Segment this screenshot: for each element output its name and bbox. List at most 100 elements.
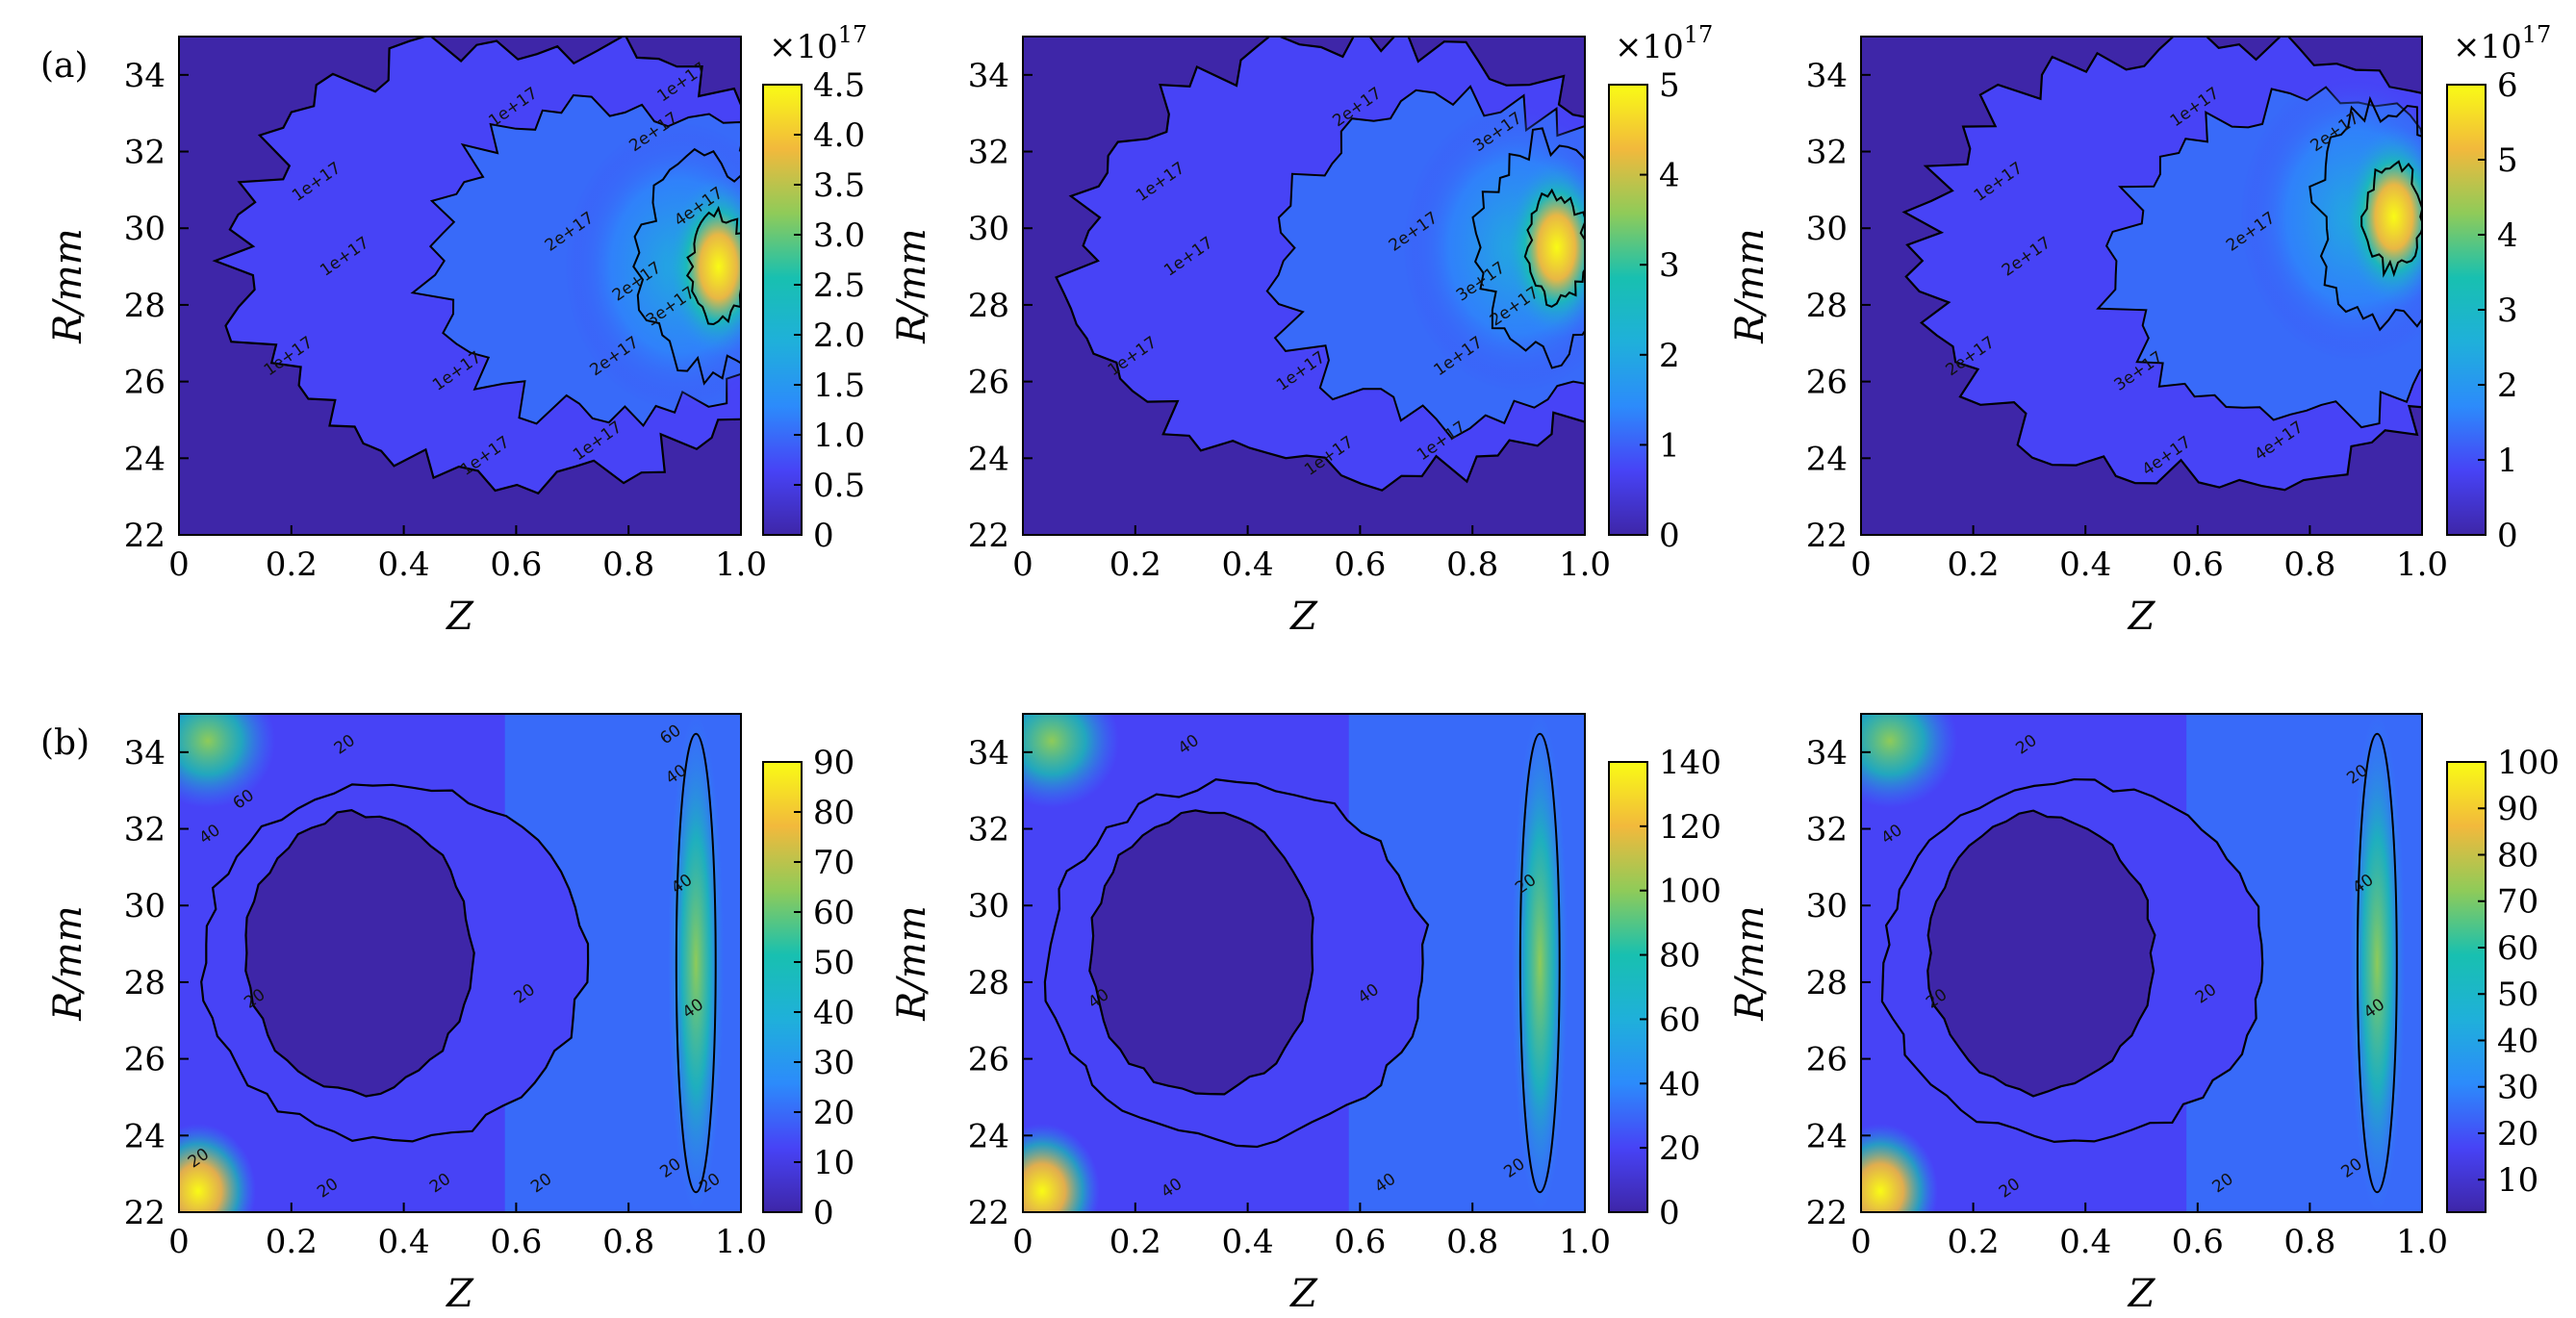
colorbar: [2446, 761, 2487, 1213]
colorbar-tick-label: 5: [2497, 141, 2518, 180]
colorbar-tick-label: 20: [813, 1094, 854, 1132]
corner-hotspot-bottom: [179, 1124, 256, 1212]
y-axis-label: R/mm: [890, 905, 934, 1021]
y-tick-label: 34: [1806, 734, 1848, 773]
contour-level-3: [632, 147, 741, 386]
colorbar-tick-label: 5: [1659, 66, 1680, 105]
plot-frame: [1022, 36, 1586, 536]
y-tick-label: 30: [1806, 210, 1848, 248]
contour-level-4: [1523, 188, 1585, 308]
x-tick-label: 0.4: [1222, 545, 1274, 584]
colorbar-tick-label: 50: [813, 944, 854, 982]
x-tick-label: 0.2: [1948, 1223, 2000, 1261]
contour-level-4: [685, 205, 741, 326]
corner-hotspot-top: [1861, 714, 1957, 808]
colorbar-tick-label: 2.5: [813, 266, 865, 305]
y-tick-label: 24: [1806, 440, 1848, 478]
colorbar-tick-label: 4: [1659, 157, 1680, 195]
y-tick-label: 26: [1806, 1041, 1848, 1079]
colorbar-multiplier-exponent: 17: [838, 21, 868, 48]
colorbar-tick-label: 60: [1659, 1001, 1700, 1039]
x-axis-label: Z: [445, 1272, 474, 1316]
x-tick-label: 1.0: [715, 1223, 767, 1261]
colorbar-tick-label: 40: [2497, 1022, 2538, 1060]
x-tick-label: 0.4: [1222, 1223, 1274, 1261]
y-tick-label: 32: [1806, 134, 1848, 172]
colorbar-tick-label: 1: [2497, 442, 2518, 480]
colorbar-tick-label: 10: [813, 1144, 854, 1182]
colorbar-tick-label: 6: [2497, 66, 2518, 105]
x-tick-label: 0.4: [378, 545, 430, 584]
hotspot-region: [2340, 125, 2422, 309]
colorbar-multiplier-base: ×10: [2453, 28, 2522, 66]
colorbar-tick-label: 2: [2497, 367, 2518, 405]
y-tick-label: 28: [1806, 287, 1848, 325]
x-axis-label: Z: [1288, 1272, 1318, 1316]
colorbar-tick-label: 0: [2497, 517, 2518, 555]
x-tick-label: 0.6: [2172, 545, 2224, 584]
colorbar-tick-label: 60: [813, 894, 854, 932]
colorbar-tick-label: 20: [2497, 1115, 2538, 1153]
contour-level-40: [1518, 732, 1561, 1194]
corner-hotspot-top: [179, 714, 275, 808]
x-tick-label: 0.8: [1446, 545, 1498, 584]
y-axis-label: R/mm: [1728, 228, 1773, 343]
colorbar-tick-label: 1.5: [813, 367, 865, 405]
y-tick-label: 22: [968, 517, 1009, 555]
x-tick-label: 0: [168, 545, 190, 584]
x-tick-label: 1.0: [1559, 545, 1611, 584]
y-tick-label: 28: [1806, 964, 1848, 1002]
y-tick-label: 32: [124, 134, 166, 172]
y-tick-label: 34: [1806, 57, 1848, 95]
y-tick-label: 30: [124, 210, 166, 248]
y-tick-label: 26: [968, 364, 1009, 402]
colorbar-multiplier: ×1017: [2453, 21, 2551, 66]
right-edge-band: [1512, 714, 1569, 1212]
y-tick-label: 26: [124, 1041, 166, 1079]
colorbar-multiplier-base: ×10: [769, 28, 838, 66]
colorbar-tick-label: 3.5: [813, 166, 865, 205]
colorbar-tick-label: 10: [2497, 1161, 2538, 1200]
x-tick-label: 0: [1012, 1223, 1033, 1261]
x-tick-label: 1.0: [715, 545, 767, 584]
x-tick-label: 0.2: [1109, 545, 1161, 584]
contour-level-40: [675, 732, 717, 1194]
y-tick-label: 34: [968, 734, 1009, 773]
contour-core: [1926, 809, 2156, 1098]
x-tick-label: 0.8: [602, 545, 654, 584]
contour-core: [244, 809, 475, 1098]
x-tick-label: 0.4: [2059, 1223, 2111, 1261]
colorbar: [762, 84, 803, 536]
y-tick-label: 32: [968, 134, 1009, 172]
colorbar-tick-label: 50: [2497, 976, 2538, 1014]
y-tick-label: 28: [968, 287, 1009, 325]
colorbar-tick-label: 0: [813, 517, 834, 555]
colorbar-tick-label: 2: [1659, 337, 1680, 375]
y-tick-label: 30: [968, 887, 1009, 925]
colorbar: [762, 761, 803, 1213]
colorbar-tick-label: 100: [2497, 744, 2560, 782]
plot-frame: [178, 713, 742, 1213]
contour-level-4: [2360, 160, 2422, 278]
x-tick-label: 0: [1850, 1223, 1872, 1261]
y-axis-label: R/mm: [890, 228, 934, 343]
x-tick-label: 1.0: [2396, 1223, 2448, 1261]
corner-hotspot-bottom: [1023, 1124, 1100, 1212]
colorbar-tick-label: 0: [1659, 517, 1680, 555]
colorbar-tick-label: 90: [813, 744, 854, 782]
y-tick-label: 22: [968, 1194, 1009, 1232]
colorbar-tick-label: 4.5: [813, 66, 865, 105]
x-tick-label: 0: [168, 1223, 190, 1261]
x-tick-label: 0.6: [1334, 1223, 1386, 1261]
y-tick-label: 24: [124, 440, 166, 478]
